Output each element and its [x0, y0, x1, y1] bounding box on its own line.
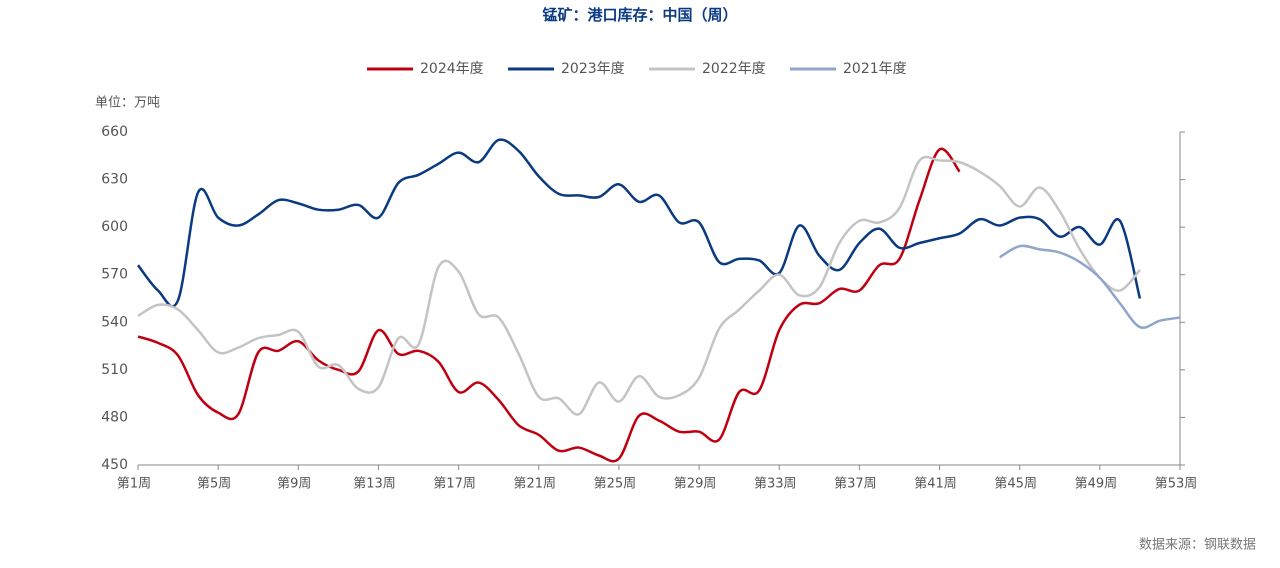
y-tick-label: 540	[101, 314, 128, 330]
x-tick-label: 第17周	[433, 477, 476, 492]
y-tick-label: 450	[101, 457, 128, 473]
x-tick-label: 第37周	[834, 477, 877, 492]
y-tick-label: 510	[101, 362, 128, 378]
x-tick-label: 第49周	[1075, 477, 1118, 492]
legend-label: 2024年度	[420, 61, 484, 77]
x-tick-label: 第9周	[277, 477, 311, 492]
x-tick-label: 第5周	[197, 477, 231, 492]
x-tick-label: 第21周	[513, 477, 556, 492]
y-tick-label: 660	[101, 124, 128, 140]
x-tick-label: 第13周	[353, 477, 396, 492]
legend-label: 2022年度	[702, 61, 766, 77]
x-tick-label: 第53周	[1155, 477, 1198, 492]
legend-label: 2021年度	[843, 61, 907, 77]
y-tick-label: 480	[101, 409, 128, 425]
y-tick-label: 630	[101, 172, 128, 188]
x-tick-label: 第29周	[674, 477, 717, 492]
x-tick-label: 第33周	[754, 477, 797, 492]
x-tick-label: 第1周	[117, 477, 151, 492]
series-line	[137, 138, 1142, 308]
legend-label: 2023年度	[561, 61, 625, 77]
series-line	[137, 147, 961, 463]
x-tick-label: 第45周	[994, 477, 1037, 492]
y-tick-label: 570	[101, 267, 128, 283]
x-tick-label: 第41周	[914, 477, 957, 492]
source: 数据来源：钢联数据	[1139, 538, 1256, 553]
x-tick-label: 第25周	[594, 477, 637, 492]
chart-title: 锰矿：港口库存：中国（周）	[542, 6, 737, 24]
series-line	[999, 244, 1181, 329]
series-line	[137, 155, 1141, 416]
unit-label: 单位：万吨	[95, 96, 160, 111]
y-tick-label: 600	[101, 219, 128, 235]
